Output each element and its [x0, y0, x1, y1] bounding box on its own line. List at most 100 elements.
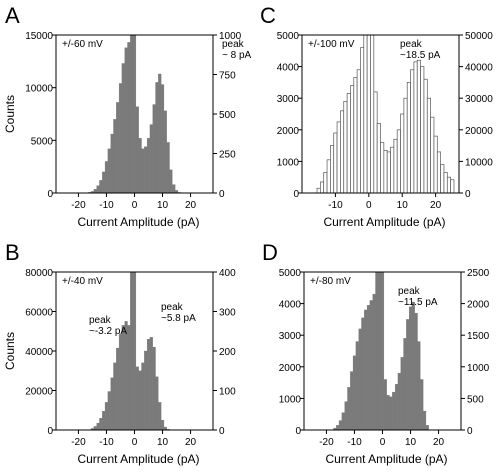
y2-tick-label: 50000 — [465, 31, 493, 42]
histogram-bar — [118, 83, 123, 194]
y-tick-label: 3000 — [277, 94, 300, 105]
histogram-bar — [93, 189, 97, 194]
histogram-bar — [366, 305, 371, 431]
histogram-bar — [135, 366, 139, 431]
histogram-bar — [352, 355, 357, 431]
histogram-bar — [363, 34, 368, 194]
voltage-label: +/-40 mV — [62, 276, 103, 287]
histogram-bar — [163, 110, 167, 194]
y-tick-label: 15000 — [25, 31, 53, 42]
y2-tick-label: 30000 — [465, 94, 493, 105]
histogram-bar — [330, 145, 335, 194]
histogram-bar — [350, 371, 354, 431]
peak-annotation: ~5.8 pA — [161, 313, 196, 324]
x-tick-label: 0 — [132, 437, 138, 448]
panel-letter: D — [262, 240, 278, 265]
histogram-bar — [110, 377, 114, 431]
y-tick-label: 5000 — [279, 268, 302, 279]
x-tick-label: -20 — [71, 200, 86, 211]
histogram-bar — [341, 412, 345, 431]
histogram-bar — [127, 325, 131, 431]
y2-tick-label: 1000 — [219, 31, 242, 42]
histogram-bar — [425, 425, 429, 431]
histogram-bar — [420, 66, 425, 194]
histogram-bar — [102, 171, 106, 194]
y2-tick-label: 500 — [219, 110, 236, 121]
peak-annotation: peak — [161, 302, 184, 313]
y2-tick-label: 1000 — [467, 363, 490, 374]
y2-tick-label: 20000 — [465, 126, 493, 137]
y-tick-label: 20000 — [25, 387, 53, 398]
histogram-bar — [340, 110, 345, 194]
histogram-bar — [373, 91, 378, 194]
histogram-bar — [102, 411, 106, 431]
histogram-bar — [450, 179, 455, 194]
histogram-bar — [336, 425, 340, 431]
x-tick-label: 10 — [157, 200, 169, 211]
histogram-bar — [138, 370, 142, 431]
peak-annotation: peak — [400, 39, 423, 50]
histogram-bar — [397, 372, 401, 431]
x-tick-label: 20 — [430, 200, 442, 211]
histogram-bar — [386, 395, 390, 431]
histogram-bar — [372, 293, 376, 431]
histogram-bar — [417, 341, 421, 431]
histogram-bar — [333, 132, 338, 194]
x-axis-label: Current Amplitude (pA) — [323, 215, 445, 229]
histogram-bar — [380, 271, 385, 431]
histogram-bar — [158, 73, 162, 194]
histogram-bar — [127, 42, 131, 194]
histogram-bar — [343, 101, 348, 194]
panel-d: -20 -10 0 10 20 0 1000 2000 3000 4000 5000 0 500 1000… — [262, 240, 490, 466]
histogram-bar — [376, 123, 381, 194]
peak-annotation: ~18.5 pA — [400, 50, 441, 61]
y-tick-label: 1000 — [277, 157, 300, 168]
histogram-bar — [323, 172, 328, 194]
histogram-bar — [166, 142, 170, 194]
histogram-bar — [149, 337, 153, 431]
histogram-bar — [346, 93, 351, 194]
histogram-bar — [99, 180, 103, 194]
histogram-bar — [152, 104, 156, 194]
histogram-bar — [124, 321, 128, 431]
histogram-bar — [386, 151, 391, 194]
histogram-bar — [347, 387, 351, 431]
y2-tick-label: 2000 — [467, 300, 490, 311]
y2-tick-label: 2500 — [467, 268, 490, 279]
histogram-bar — [420, 379, 424, 431]
peak-annotation: peak — [89, 315, 112, 326]
y2-tick-label: 200 — [219, 347, 236, 358]
y-tick-label: 0 — [47, 189, 53, 200]
histogram-bar — [149, 124, 153, 194]
histogram-bar — [130, 271, 134, 431]
x-tick-label: 0 — [380, 437, 386, 448]
y-axis-label: Counts — [3, 332, 17, 370]
y-tick-label: 3000 — [279, 331, 302, 342]
panel-letter: B — [5, 240, 20, 265]
peak-annotation: ~11.5 pA — [398, 297, 438, 308]
y2-tick-label: 750 — [219, 71, 236, 82]
histogram-bar — [390, 146, 395, 194]
histogram-bar — [353, 77, 358, 194]
y2-tick-label: 500 — [467, 394, 484, 405]
histogram-bar — [414, 312, 418, 431]
histogram-bar — [113, 362, 117, 431]
histogram-bar — [364, 309, 368, 431]
y-tick-label: 40000 — [25, 347, 53, 358]
histogram-bar — [155, 376, 159, 431]
histogram-bar — [113, 119, 117, 194]
histogram-bar — [403, 338, 407, 431]
histogram-bar — [141, 148, 145, 194]
y-tick-label: 60000 — [25, 308, 53, 319]
histogram-bar — [93, 426, 97, 431]
histogram-bar — [344, 401, 348, 431]
y2-tick-label: 1500 — [467, 331, 490, 342]
x-tick-label: 20 — [185, 200, 197, 211]
histogram-bar — [96, 422, 100, 431]
peak-annotation: ~-3.2 pA — [89, 326, 127, 337]
histogram-bar — [350, 85, 355, 194]
histogram-bar — [440, 164, 445, 194]
y-tick-label: 2000 — [279, 363, 302, 374]
histogram-bar — [360, 47, 365, 194]
